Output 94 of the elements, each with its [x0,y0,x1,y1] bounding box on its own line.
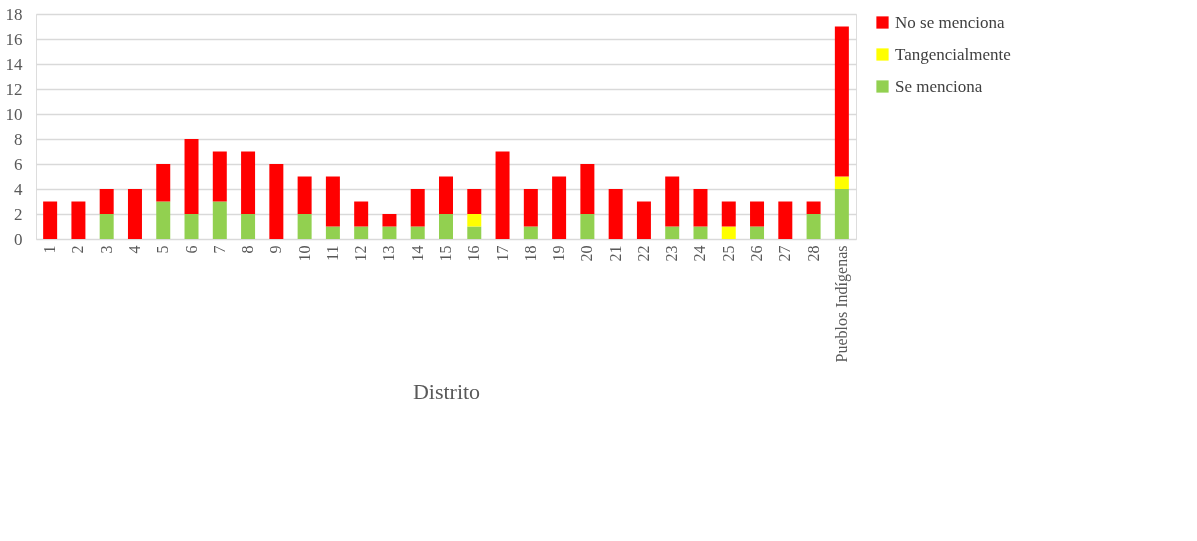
bar [693,189,708,227]
y-tick-label: 8 [14,129,23,149]
legend-label: No se menciona [895,12,1005,32]
y-tick-label: 18 [5,4,23,24]
x-tick-label: 5 [154,245,172,254]
bar [665,226,680,239]
bar [410,226,425,239]
y-tick-label: 10 [5,104,23,124]
bar [297,214,312,239]
x-tick-label: 2 [69,245,87,254]
x-tick-label: 22 [634,245,652,262]
x-tick-label: 8 [239,245,257,254]
bar [269,164,284,239]
x-tick-label: 25 [719,245,737,262]
x-tick-label: 7 [210,245,228,254]
x-tick-label: 15 [437,245,454,262]
bar [523,226,538,239]
bar [184,139,199,214]
bar [750,226,765,239]
x-tick-label: 21 [606,245,624,262]
x-tick-label: 12 [352,245,370,262]
x-tick-label: 1 [41,245,59,254]
bar [834,176,849,189]
y-tick-label: 12 [5,79,23,99]
x-tick-label: 27 [776,245,794,262]
bar [99,189,114,214]
bar [127,189,142,239]
bar [834,26,849,177]
bar [325,176,340,227]
bar [325,226,340,239]
bar [834,189,849,239]
x-tick-label: 20 [578,245,596,262]
x-tick-label: 19 [550,245,568,262]
bar [467,214,482,227]
y-tick-label: 6 [14,154,23,174]
bar [636,201,651,239]
bar [212,151,227,202]
legend-label: Tangencialmente [895,44,1011,64]
bar [156,201,171,239]
y-tick-label: 16 [5,29,23,49]
bar [99,214,114,239]
bar [750,201,765,227]
bar [212,201,227,239]
bar [721,201,736,227]
bar [241,151,256,214]
x-axis-title: Distrito [412,379,481,405]
bar [552,176,567,239]
x-tick-label: 4 [125,245,143,254]
x-tick-label: 6 [182,245,200,254]
x-tick-label: 26 [748,245,766,262]
x-tick-label: 3 [97,245,115,254]
x-tick-label: 9 [267,245,285,254]
y-tick-label: 4 [14,179,23,199]
bar [241,214,256,239]
bar [410,189,425,227]
bar [156,164,171,202]
bar [523,189,538,227]
x-tick-label: 18 [521,245,539,262]
bar [382,214,397,227]
bar [184,214,199,239]
bar [721,226,736,239]
x-tick-label: Pueblos Indígenas [832,245,851,363]
bar [495,151,510,239]
y-tick-label: 14 [5,54,23,74]
y-tick-label: 2 [14,204,23,224]
bar [297,176,312,214]
bar [608,189,623,239]
x-tick-label: 16 [465,245,483,262]
bar [354,201,369,227]
bar [439,176,453,214]
bar [43,201,58,239]
x-tick-label: 17 [493,245,511,262]
bar [665,176,680,227]
bar [467,189,482,214]
x-tick-label: 11 [323,245,341,261]
bar [580,164,595,214]
bar [71,201,86,239]
bar [778,201,793,239]
x-tick-label: 10 [295,245,313,262]
bar [467,226,482,239]
bar [354,226,369,239]
x-tick-label: 23 [663,245,681,262]
legend-label: Se menciona [895,76,983,96]
x-tick-label: 28 [804,245,822,262]
bar [806,214,821,239]
x-tick-label: 13 [380,245,398,262]
y-tick-label: 0 [14,229,23,249]
bar [439,214,453,239]
x-tick-label: 14 [408,245,426,262]
bar [382,226,397,239]
bar [806,201,821,214]
bar [580,214,595,239]
bar [693,226,708,239]
x-tick-label: 24 [691,245,709,262]
